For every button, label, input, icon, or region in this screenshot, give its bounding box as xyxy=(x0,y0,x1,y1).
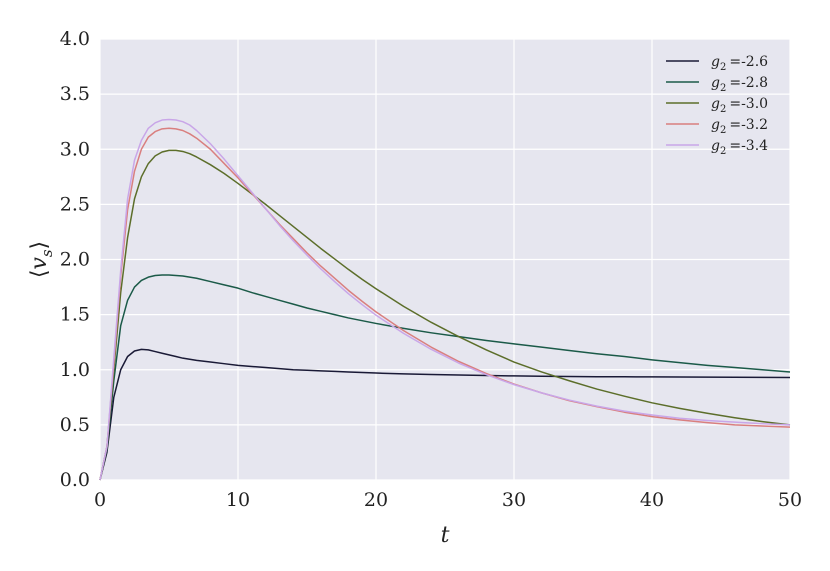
y-tick-label: 2.0 xyxy=(60,249,90,271)
y-tick-label: 3.5 xyxy=(60,83,90,105)
series-lines xyxy=(99,118,791,481)
legend-label-1: g2 =-2.6 xyxy=(711,54,768,73)
legend-label-3: g2 =-3.0 xyxy=(711,96,768,115)
series-line-1 xyxy=(99,348,791,481)
x-tick-label: 50 xyxy=(778,489,802,511)
x-tick-label: 30 xyxy=(502,489,526,511)
x-tick-label: 20 xyxy=(364,489,388,511)
y-tick-label: 1.0 xyxy=(60,359,90,381)
series-line-5 xyxy=(99,118,791,481)
x-axis-label: t xyxy=(441,523,450,548)
x-tick-label: 10 xyxy=(226,489,250,511)
y-tick-label: 1.5 xyxy=(60,304,90,326)
legend-label-4: g2 =-3.2 xyxy=(711,117,768,136)
legend-label-2: g2 =-2.8 xyxy=(711,75,768,94)
legend: g2 =-2.6 g2 =-2.8 g2 =-3.0 g2 =-3.2 g2 =-3.4 xyxy=(666,54,768,157)
y-tick-label: 0.0 xyxy=(60,469,90,491)
legend-label-5: g2 =-3.4 xyxy=(711,138,768,157)
y-axis-label: ⟨vs⟩ xyxy=(27,241,56,278)
y-tick-label: 2.5 xyxy=(60,193,90,215)
x-tick-label: 40 xyxy=(640,489,664,511)
y-tick-label: 0.5 xyxy=(60,414,90,436)
series-line-3 xyxy=(99,149,791,481)
y-tick-labels: 0.0 0.5 1.0 1.5 2.0 2.5 3.0 3.5 4.0 xyxy=(60,28,90,491)
x-tick-label: 0 xyxy=(94,489,106,511)
y-tick-label: 4.0 xyxy=(60,28,90,50)
y-tick-label: 3.0 xyxy=(60,138,90,160)
grid xyxy=(99,38,791,481)
series-line-2 xyxy=(99,274,791,481)
x-tick-labels: 0 10 20 30 40 50 xyxy=(94,489,802,511)
